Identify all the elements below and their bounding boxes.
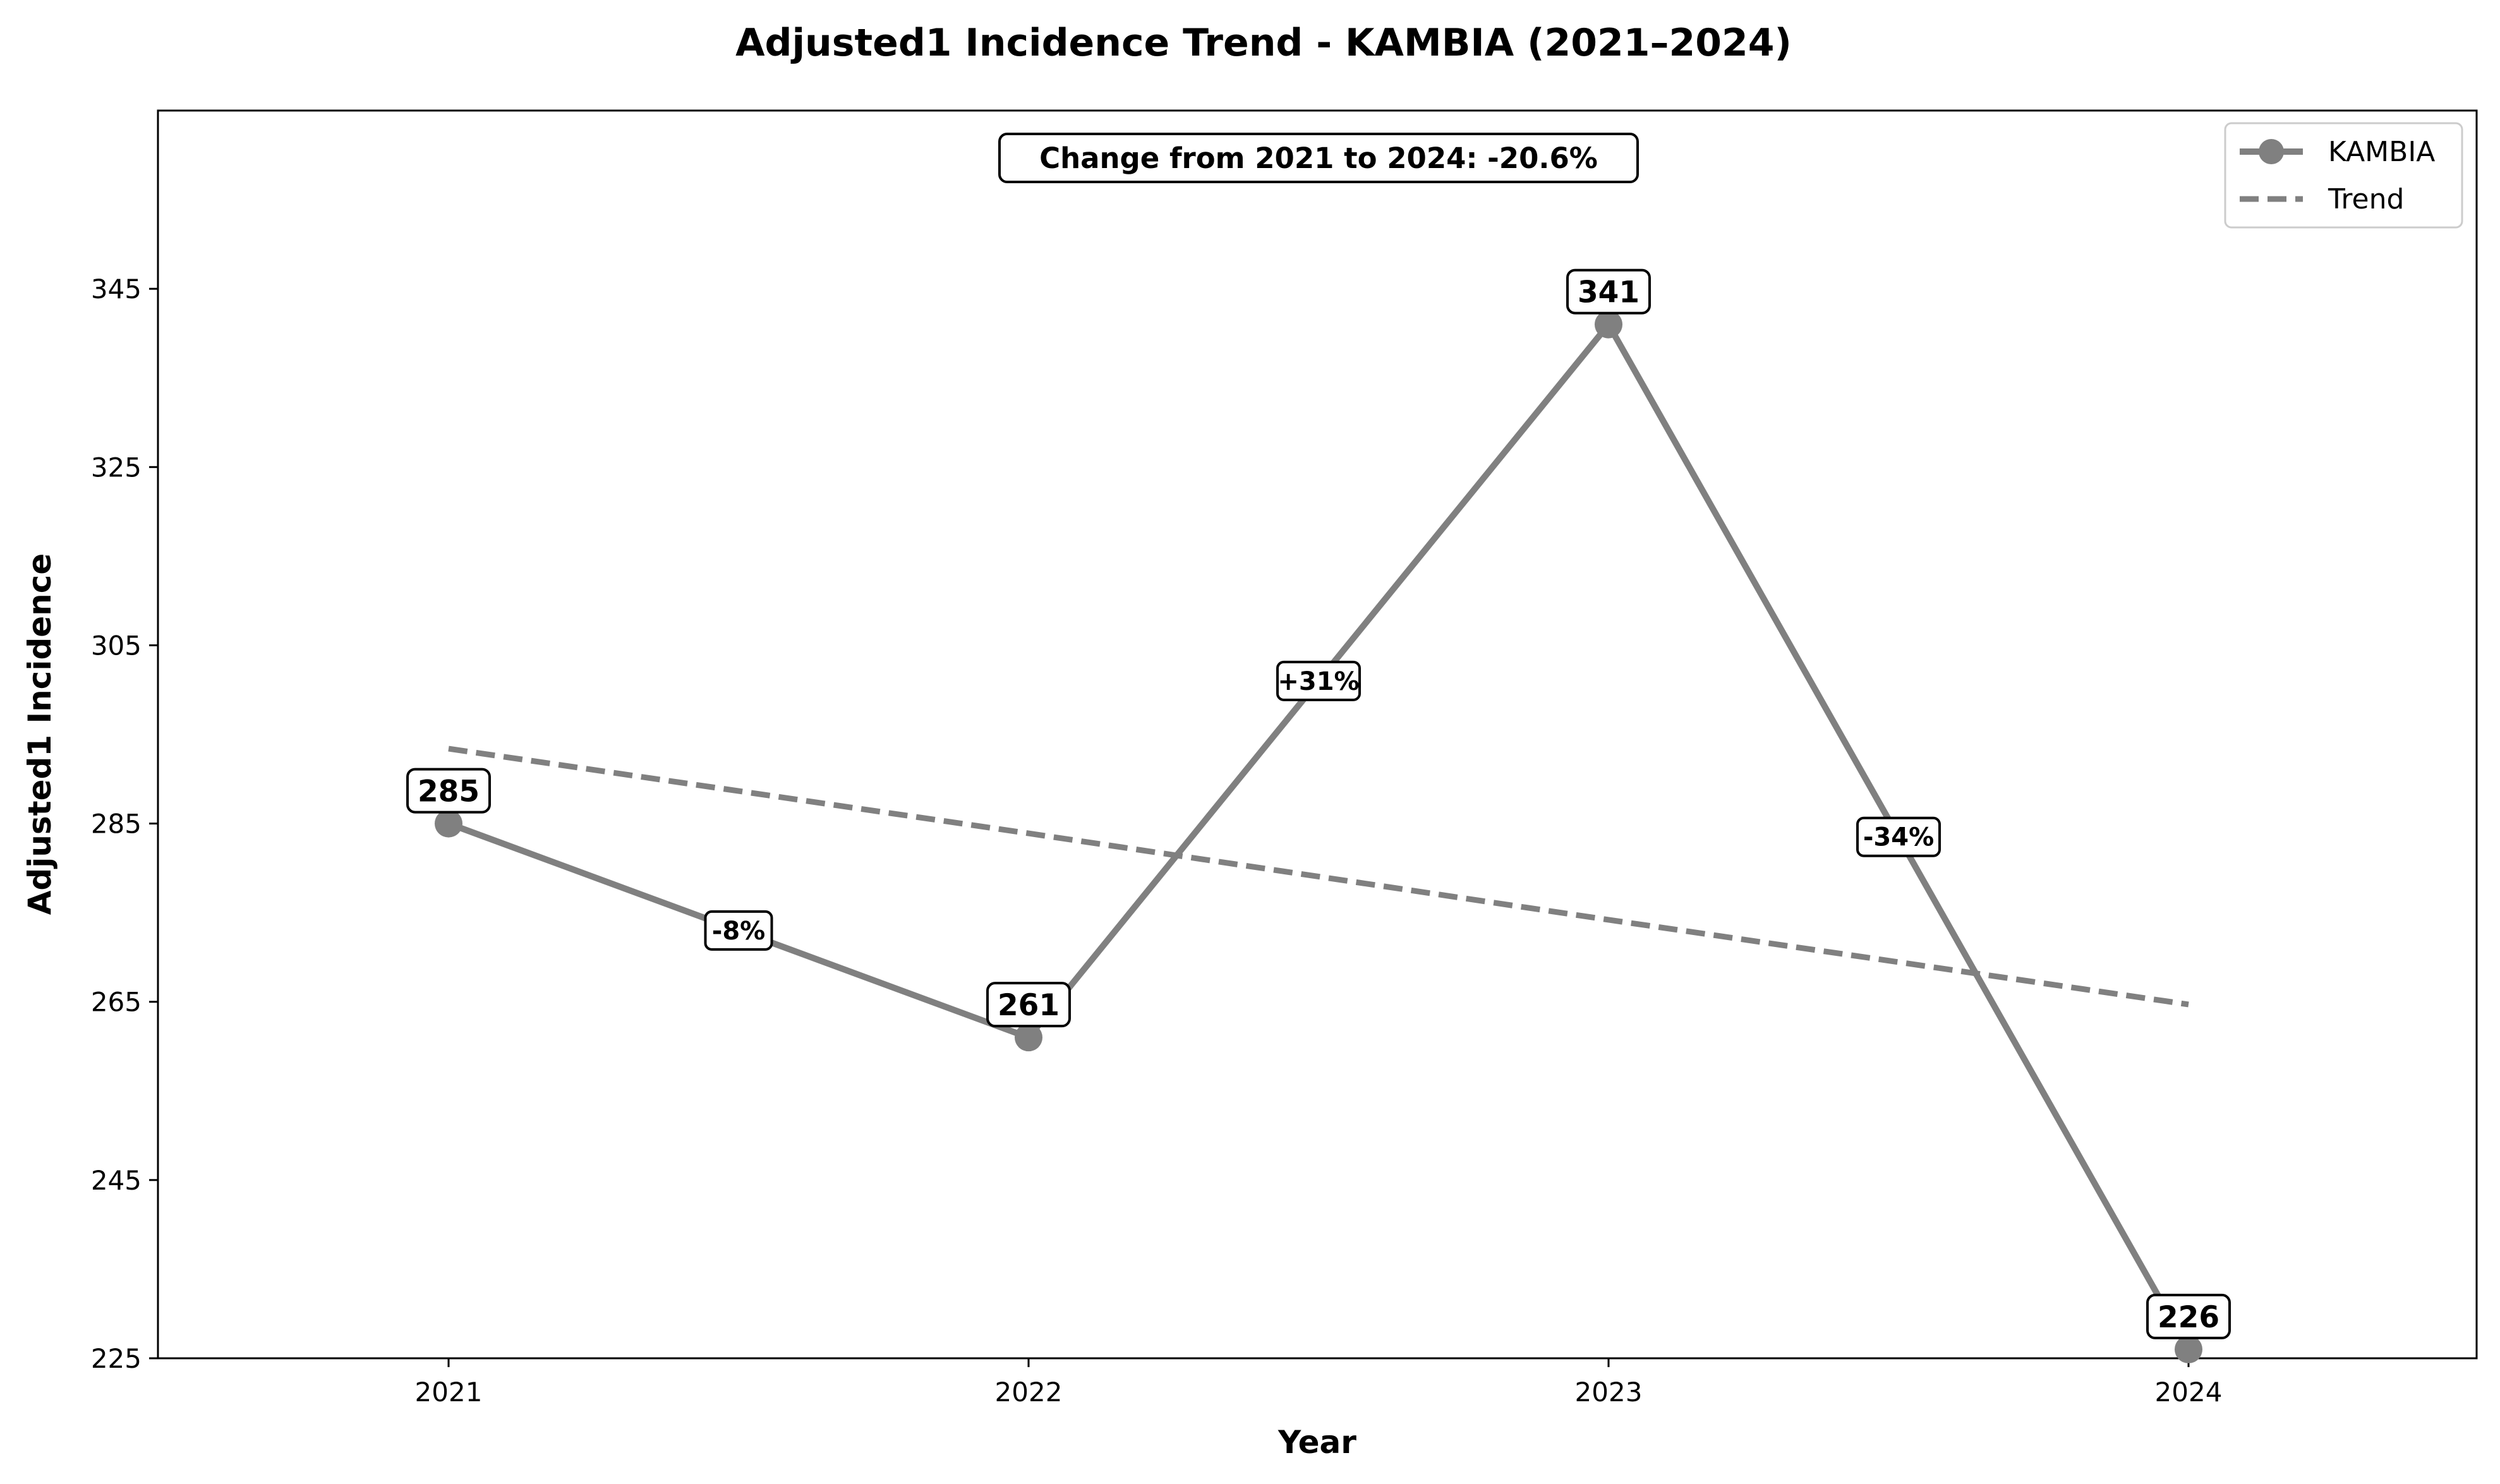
x-tick-label: 2022 <box>995 1377 1063 1408</box>
data-point <box>1595 310 1622 339</box>
data-label-box <box>1566 268 1651 315</box>
data-label: 285 <box>418 775 480 809</box>
legend-marker-kambia <box>2259 139 2284 164</box>
y-tick-label: 225 <box>91 1343 142 1374</box>
x-axis: 2021 2022 2023 2024 <box>415 1358 2223 1408</box>
legend-label-trend: Trend <box>2328 183 2404 215</box>
data-label-box <box>986 982 1071 1028</box>
data-label-box <box>2146 1293 2231 1339</box>
y-tick-label: 265 <box>91 987 142 1018</box>
x-axis-label: Year <box>1277 1424 1356 1461</box>
legend-label-kambia: KAMBIA <box>2328 136 2435 168</box>
data-label: 341 <box>1578 275 1639 310</box>
pct-change-box <box>1276 660 1361 701</box>
y-axis-label: Adjusted1 Incidence <box>21 553 58 915</box>
pct-change-box <box>704 910 773 951</box>
pct-change-label: -34% <box>1863 823 1934 852</box>
data-label: 261 <box>998 988 1060 1023</box>
pct-change-label: +31% <box>1277 667 1359 696</box>
trend-line <box>448 745 2189 1008</box>
pct-change-label: -8% <box>712 917 766 946</box>
y-axis: 225 245 265 285 305 325 345 <box>91 274 158 1374</box>
change-annotation: Change from 2021 to 2024: -20.6% <box>998 133 1639 183</box>
plot-area-frame <box>157 109 2478 1360</box>
change-annotation-text: Change from 2021 to 2024: -20.6% <box>1039 142 1598 175</box>
data-point <box>435 809 462 838</box>
data-point <box>2175 1335 2202 1363</box>
y-tick-label: 305 <box>91 630 142 661</box>
y-tick-label: 345 <box>91 274 142 305</box>
change-annotation-box <box>998 133 1639 183</box>
chart-title: Adjusted1 Incidence Trend - KAMBIA (2021… <box>735 21 1792 65</box>
y-tick-label: 245 <box>91 1165 142 1196</box>
label-layer: -8% +31% -34% 285 261 341 226 <box>406 268 2231 1339</box>
data-label: 226 <box>2158 1300 2219 1335</box>
y-tick-label: 285 <box>91 809 142 840</box>
x-tick-label: 2024 <box>2155 1377 2223 1408</box>
legend: KAMBIA Trend <box>2224 122 2463 229</box>
x-tick-label: 2021 <box>415 1377 483 1408</box>
x-tick-label: 2023 <box>1575 1377 1643 1408</box>
pct-change-box <box>1856 816 1941 857</box>
y-tick-label: 325 <box>91 452 142 483</box>
data-point <box>1015 1023 1042 1052</box>
data-label-box <box>406 768 491 814</box>
